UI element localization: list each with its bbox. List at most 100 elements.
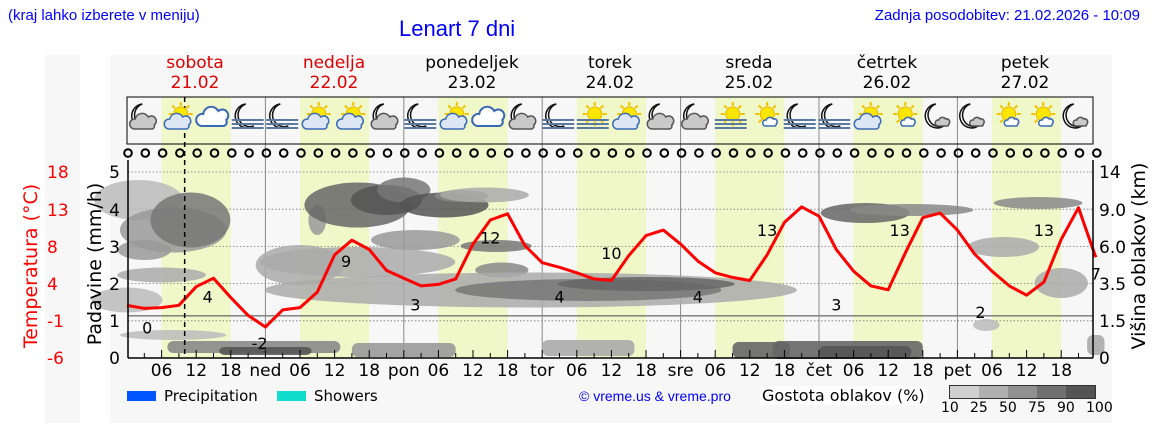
cloud-height-tick: 3.5 (1099, 275, 1126, 295)
cloud-density-area (150, 192, 231, 248)
cloud-height-marker (624, 148, 635, 158)
cloud-height-marker (607, 148, 618, 158)
cloud-density-area (117, 240, 171, 260)
cloud-height-marker (486, 148, 497, 158)
cloud-height-marker (209, 148, 220, 158)
cloud-density-tick: 100 (1086, 400, 1113, 416)
cloud-height-tick: 1.5 (1099, 312, 1126, 332)
moon-cloud-icon (680, 103, 709, 130)
x-tick-label: 18 (774, 361, 796, 381)
cloud-height-marker (1057, 148, 1067, 158)
x-tick-label: 12 (462, 361, 484, 381)
moon-cloud-icon (646, 103, 675, 130)
x-tick-label: 18 (635, 361, 657, 381)
temperature-annotation: 13 (757, 221, 777, 240)
x-tick-label: 12 (601, 361, 623, 381)
cloud-density-tick: 75 (1028, 400, 1046, 416)
cloud-icon (195, 105, 230, 127)
cloud-height-marker (832, 148, 843, 158)
cloud-height-marker (590, 148, 600, 158)
x-tick-label: ned (249, 361, 281, 381)
daylight-band (438, 97, 508, 358)
precipitation-tick: 0 (109, 349, 120, 369)
moon-small-cloud-icon (1062, 103, 1089, 129)
cloud-height-tick: 0 (1099, 349, 1110, 369)
low-cloud-area (1087, 335, 1105, 355)
cloud-density-area (968, 237, 1040, 257)
last-updated: Zadnja posodobitev: 21.02.2026 - 10:09 (874, 7, 1140, 24)
sun-cloud-icon (301, 102, 331, 130)
temperature-annotation: 4 (693, 288, 703, 307)
x-tick-label: 06 (566, 361, 588, 381)
cloud-density-tick: 10 (941, 400, 959, 416)
sun-small-cloud-icon (755, 102, 780, 127)
sun-cloud-icon (335, 102, 366, 130)
cloud-height-marker (1092, 148, 1102, 158)
cloud-height-marker (278, 148, 289, 158)
day-label-4: sreda 25.02 (689, 53, 809, 93)
x-tick-label: 06 (151, 361, 173, 381)
daylight-band (576, 97, 646, 358)
precipitation-axis-title: Padavine (mm/h) (84, 183, 106, 346)
day-name: četrtek (856, 53, 918, 73)
legend-precipitation: Precipitation (127, 387, 258, 405)
moon-cloud-icon (370, 103, 399, 130)
cloud-density-step (979, 386, 1008, 398)
sun-small-cloud-icon (996, 102, 1021, 127)
cloud-height-marker (746, 148, 756, 158)
cloud-height-marker (400, 148, 410, 158)
cloud-height-marker (538, 148, 549, 158)
moon-fog-icon (231, 103, 264, 129)
x-tick-label: sre (668, 361, 694, 381)
cloud-height-marker (261, 148, 272, 158)
day-label-3: torek 24.02 (550, 53, 670, 93)
day-label-5: četrtek 26.02 (827, 53, 947, 93)
cloud-height-marker (313, 148, 324, 158)
cloud-height-marker (1074, 148, 1085, 158)
cloud-density-scale: 10 25 50 75 90 100 (941, 385, 1113, 417)
cloud-height-tick: 9.0 (1099, 201, 1126, 221)
day-date: 26.02 (862, 73, 912, 93)
cloud-height-marker (867, 148, 877, 158)
precipitation-tick: 4 (109, 201, 120, 221)
cloud-density-step (1008, 386, 1037, 398)
cloud-height-marker (451, 148, 462, 158)
temperature-annotation: 3 (831, 295, 841, 314)
cloud-density-area (119, 330, 227, 340)
precipitation-tick: 2 (109, 275, 120, 295)
legend-showers-label: Showers (314, 387, 378, 405)
x-tick-label: 06 (289, 361, 311, 381)
cloud-height-marker (175, 148, 185, 158)
cloud-height-marker (521, 148, 531, 158)
x-tick-label: 06 (843, 361, 865, 381)
temperature-annotation: 7 (1091, 264, 1101, 283)
cloud-density-step (1066, 386, 1095, 398)
cloud-height-marker (728, 148, 739, 158)
day-date: 27.02 (1000, 73, 1050, 93)
temperature-annotation: 2 (975, 303, 985, 322)
day-date: 21.02 (170, 73, 220, 93)
temperature-line (126, 205, 1098, 329)
cloud-height-marker (901, 148, 912, 158)
sun-cloud-icon (163, 102, 193, 130)
moon-small-cloud-icon (924, 103, 951, 129)
cloud-height-marker (797, 148, 808, 158)
cloud-density-tick: 90 (1057, 400, 1075, 416)
temperature-annotation: 3 (410, 295, 420, 314)
cloud-height-axis-title: Višina oblakov (km) (1128, 163, 1150, 350)
legend-showers: Showers (277, 387, 378, 405)
copyright-link[interactable]: © vreme.us & vreme.pro (579, 388, 731, 404)
precipitation-tick: 1 (109, 312, 120, 332)
cloud-height-marker (227, 148, 237, 158)
precipitation-tick: 3 (109, 238, 120, 258)
low-cloud-area (542, 340, 635, 356)
cloud-height-marker (780, 148, 791, 158)
temperature-annotation: 10 (601, 244, 621, 263)
sun-cloud-icon (853, 102, 883, 130)
x-tick-label: 18 (912, 361, 934, 381)
day-date: 22.02 (309, 73, 359, 93)
day-label-1: nedelja 22.02 (274, 53, 394, 93)
cloud-height-marker (417, 148, 427, 158)
cloud-height-marker (815, 148, 825, 158)
x-tick-label: 18 (220, 361, 242, 381)
